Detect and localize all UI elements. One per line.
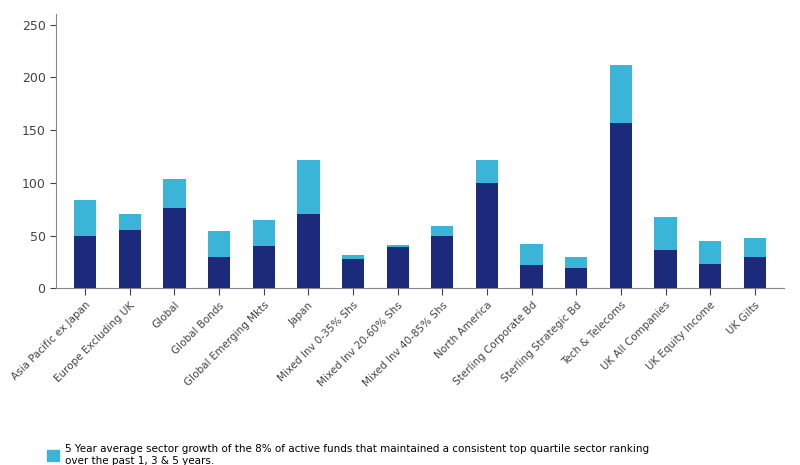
Bar — [699, 241, 722, 264]
Bar — [208, 231, 230, 257]
Bar — [565, 257, 587, 268]
Bar — [342, 254, 364, 259]
Bar — [431, 226, 454, 236]
Bar — [74, 236, 96, 288]
Bar — [208, 257, 230, 288]
Bar — [74, 199, 96, 236]
Bar — [744, 238, 766, 257]
Bar — [654, 250, 677, 288]
Bar — [610, 65, 632, 123]
Bar — [297, 159, 319, 214]
Bar — [297, 214, 319, 288]
Bar — [163, 179, 186, 208]
Bar — [431, 236, 454, 288]
Bar — [342, 259, 364, 288]
Bar — [521, 265, 543, 288]
Bar — [163, 208, 186, 288]
Bar — [476, 183, 498, 288]
Bar — [118, 214, 141, 230]
Bar — [118, 230, 141, 288]
Bar — [253, 220, 275, 246]
Bar — [386, 245, 409, 247]
Bar — [386, 247, 409, 288]
Bar — [521, 244, 543, 265]
Bar — [253, 246, 275, 288]
Legend: 5 Year average sector growth of the 8% of active funds that maintained a consist: 5 Year average sector growth of the 8% o… — [46, 445, 650, 465]
Bar — [610, 123, 632, 288]
Bar — [476, 159, 498, 183]
Bar — [654, 217, 677, 250]
Bar — [565, 268, 587, 288]
Bar — [699, 264, 722, 288]
Bar — [744, 257, 766, 288]
